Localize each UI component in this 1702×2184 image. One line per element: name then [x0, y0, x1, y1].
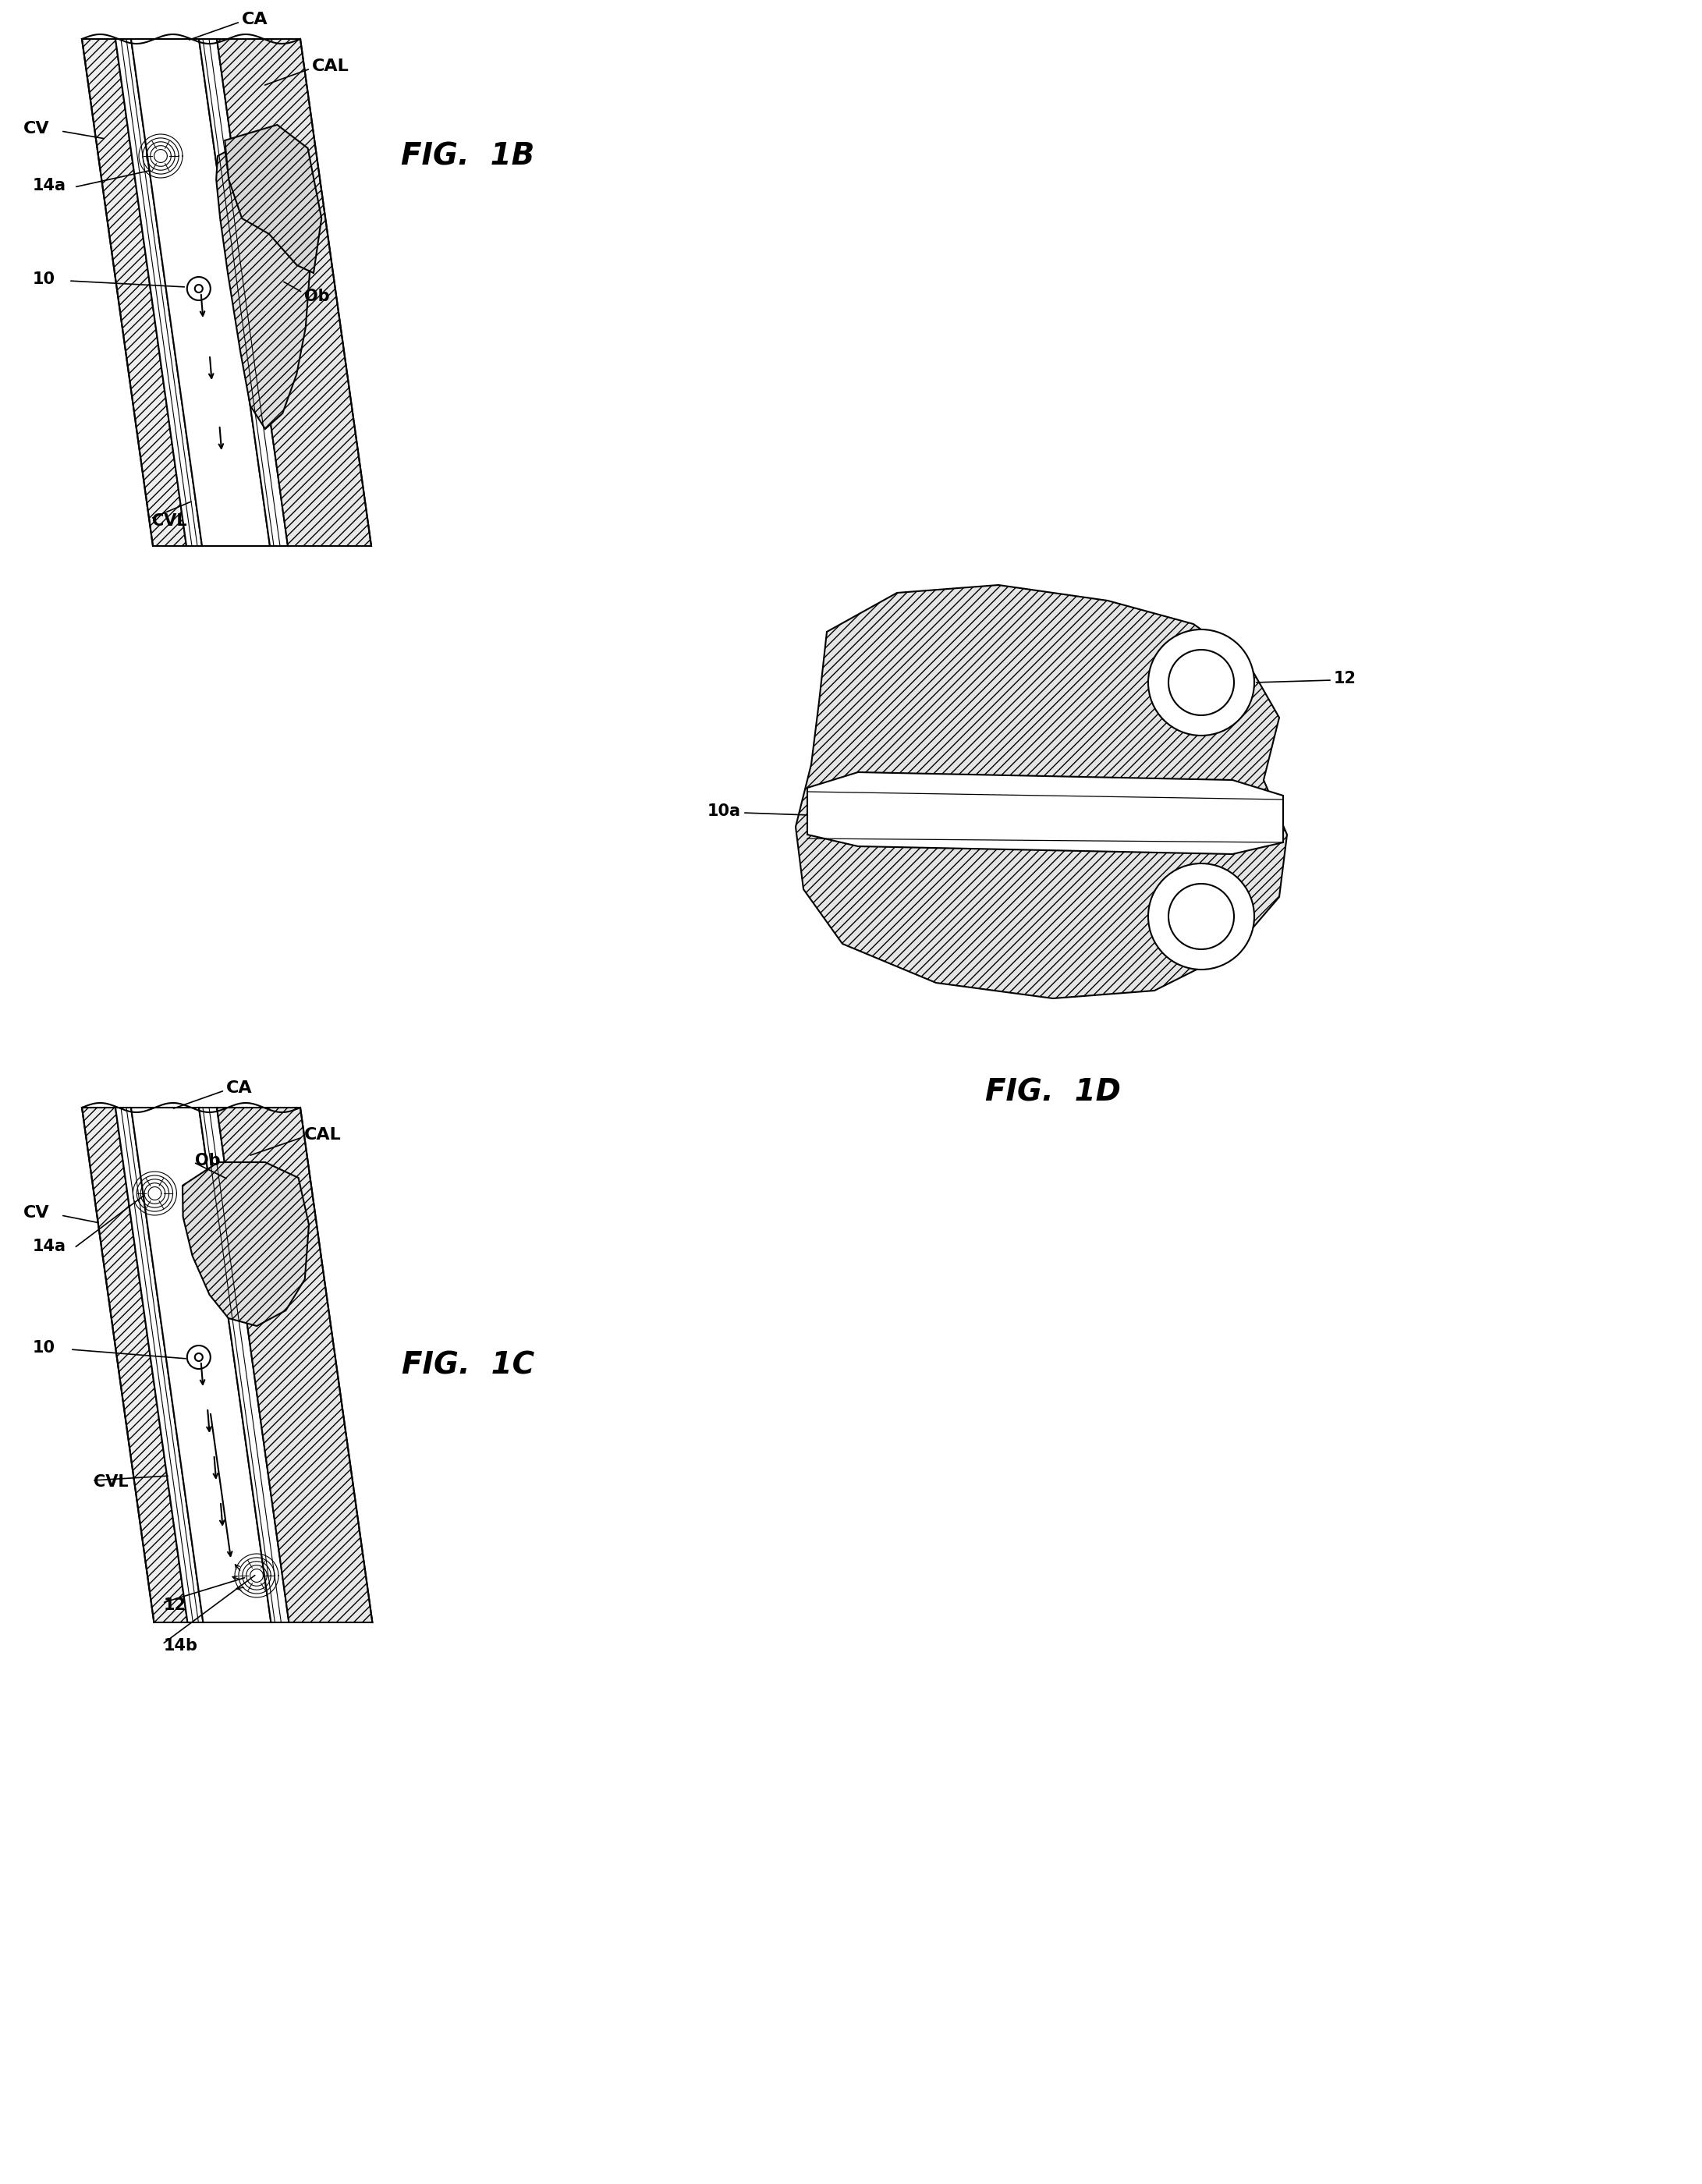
- Text: CA: CA: [242, 11, 267, 26]
- Text: 12: 12: [163, 1597, 187, 1614]
- Circle shape: [1149, 629, 1254, 736]
- Text: Ob: Ob: [305, 288, 330, 304]
- Polygon shape: [795, 585, 1287, 998]
- Text: 10a: 10a: [708, 804, 740, 819]
- Text: 14a: 14a: [32, 177, 66, 194]
- Polygon shape: [216, 39, 371, 546]
- Text: 12: 12: [1334, 670, 1356, 686]
- Polygon shape: [82, 39, 187, 546]
- Text: CVL: CVL: [151, 513, 187, 529]
- Text: CV: CV: [24, 1206, 49, 1221]
- Text: 10: 10: [32, 1341, 56, 1356]
- Circle shape: [1169, 885, 1234, 950]
- Polygon shape: [216, 1107, 373, 1623]
- Circle shape: [1169, 651, 1234, 716]
- Polygon shape: [199, 39, 288, 546]
- Text: CAL: CAL: [311, 59, 349, 74]
- Polygon shape: [199, 1107, 289, 1623]
- Circle shape: [194, 1354, 203, 1361]
- Polygon shape: [182, 1162, 308, 1326]
- Text: CVL: CVL: [94, 1474, 128, 1489]
- Polygon shape: [216, 149, 310, 428]
- Text: FIG.  1B: FIG. 1B: [402, 142, 534, 170]
- Text: CV: CV: [24, 120, 49, 135]
- Polygon shape: [131, 1107, 271, 1623]
- Text: CAL: CAL: [305, 1127, 342, 1142]
- Polygon shape: [116, 1107, 203, 1623]
- Polygon shape: [131, 39, 271, 546]
- Text: 14a: 14a: [32, 1238, 66, 1254]
- Text: Ob: Ob: [196, 1153, 221, 1168]
- Text: 10: 10: [32, 271, 56, 286]
- Circle shape: [1149, 863, 1254, 970]
- Text: 14b: 14b: [163, 1638, 197, 1653]
- Text: FIG.  1D: FIG. 1D: [985, 1077, 1122, 1107]
- Circle shape: [187, 1345, 211, 1369]
- Circle shape: [187, 277, 211, 299]
- Text: FIG.  1C: FIG. 1C: [402, 1350, 534, 1380]
- Polygon shape: [807, 773, 1283, 854]
- Polygon shape: [82, 1107, 187, 1623]
- Polygon shape: [225, 124, 322, 273]
- Text: CA: CA: [226, 1081, 252, 1096]
- Circle shape: [194, 284, 203, 293]
- Polygon shape: [116, 39, 203, 546]
